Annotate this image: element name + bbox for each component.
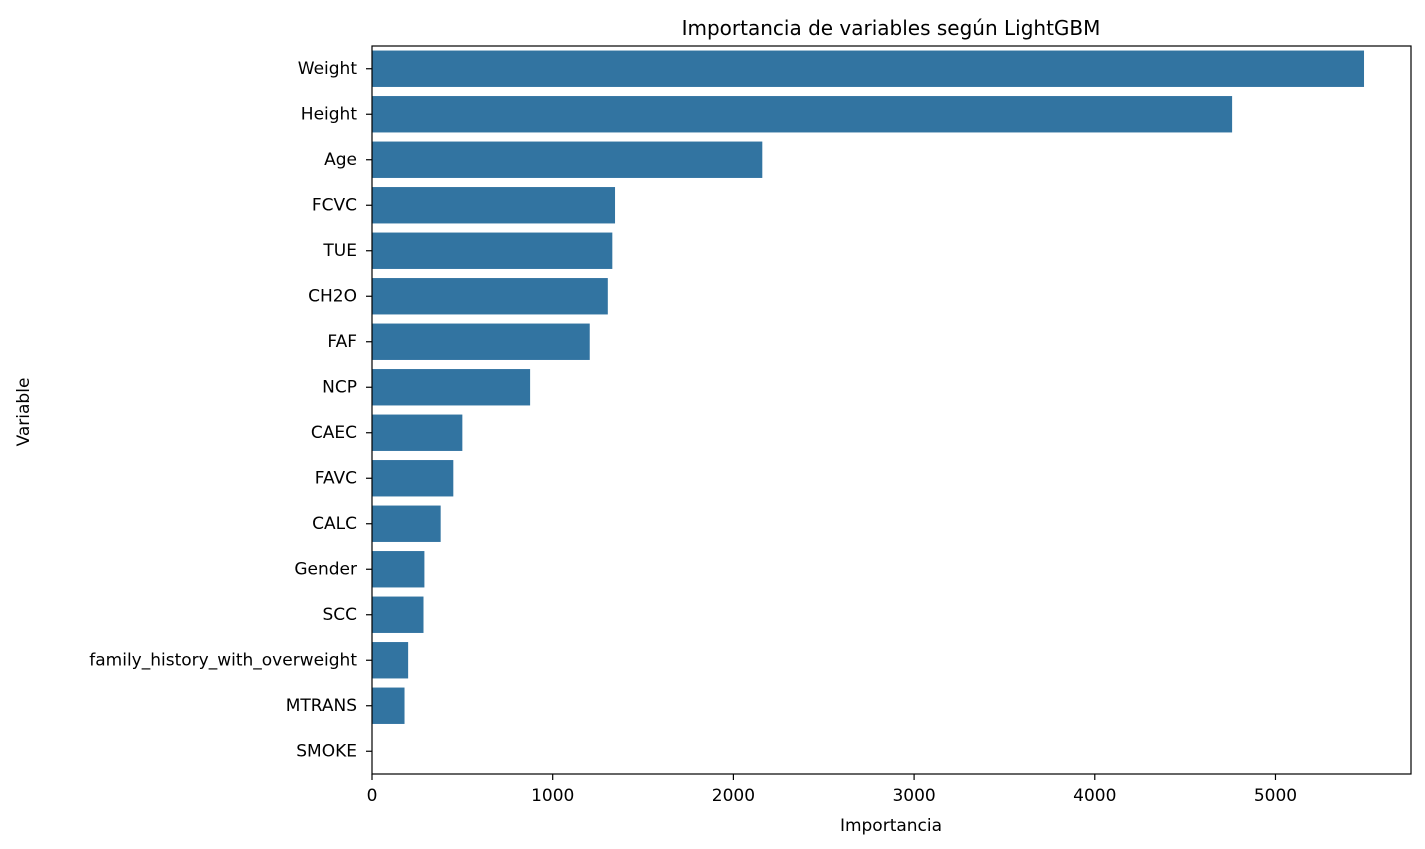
bar-caec <box>372 414 463 451</box>
y-tick-label: CALC <box>312 514 357 534</box>
y-tick-label: MTRANS <box>286 696 357 716</box>
x-axis-title: Importancia <box>840 816 942 836</box>
y-tick-label: FCVC <box>312 195 357 215</box>
bar-faf <box>372 323 590 360</box>
bar-family-history-with-overweight <box>372 642 409 679</box>
y-tick-label: Age <box>324 150 357 170</box>
bar-mtrans <box>372 687 405 724</box>
y-tick-label: SCC <box>322 605 357 625</box>
x-tick-label: 2000 <box>712 786 755 806</box>
x-tick-label: 1000 <box>531 786 574 806</box>
y-tick-label: family_history_with_overweight <box>89 650 357 670</box>
y-tick-label: Weight <box>298 59 358 79</box>
chart-title: Importancia de variables según LightGBM <box>682 16 1101 40</box>
bar-weight <box>372 50 1365 87</box>
y-axis-ticks: Weight Height Age FCVC TUE CH2O FAF NCP CAEC FAVC… <box>89 59 372 761</box>
y-tick-label: Gender <box>294 559 357 579</box>
y-tick-label: NCP <box>322 377 357 397</box>
bars-layer <box>372 50 1365 724</box>
x-axis-ticks: 0 1000 2000 3000 4000 5000 <box>367 774 1297 806</box>
y-tick-label: TUE <box>322 241 357 261</box>
bar-height <box>372 96 1233 133</box>
bar-age <box>372 141 763 178</box>
bar-scc <box>372 596 424 633</box>
x-tick-label: 3000 <box>892 786 935 806</box>
bar-ncp <box>372 369 531 406</box>
x-tick-label: 5000 <box>1254 786 1297 806</box>
y-axis-title: Variable <box>14 378 34 447</box>
bar-fcvc <box>372 187 616 224</box>
y-tick-label: Height <box>301 104 358 124</box>
bar-gender <box>372 551 425 588</box>
bar-tue <box>372 232 613 269</box>
y-tick-label: FAVC <box>315 468 357 488</box>
y-tick-label: CH2O <box>308 286 357 306</box>
bar-calc <box>372 505 441 542</box>
y-tick-label: SMOKE <box>296 741 357 761</box>
plot-frame <box>371 45 1412 775</box>
y-tick-label: CAEC <box>311 423 357 443</box>
x-tick-label: 4000 <box>1073 786 1116 806</box>
x-tick-label: 0 <box>367 786 378 806</box>
y-tick-label: FAF <box>327 332 357 352</box>
bar-ch2o <box>372 278 608 315</box>
bar-favc <box>372 460 454 497</box>
